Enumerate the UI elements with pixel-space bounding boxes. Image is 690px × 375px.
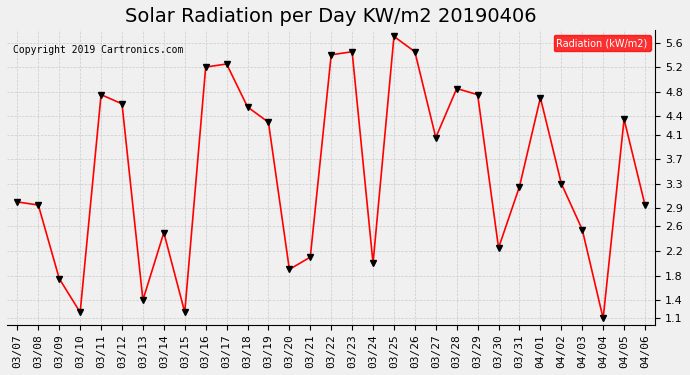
Title: Solar Radiation per Day KW/m2 20190406: Solar Radiation per Day KW/m2 20190406 <box>126 7 537 26</box>
Legend: Radiation (kW/m2): Radiation (kW/m2) <box>553 35 651 51</box>
Text: Copyright 2019 Cartronics.com: Copyright 2019 Cartronics.com <box>13 45 184 55</box>
